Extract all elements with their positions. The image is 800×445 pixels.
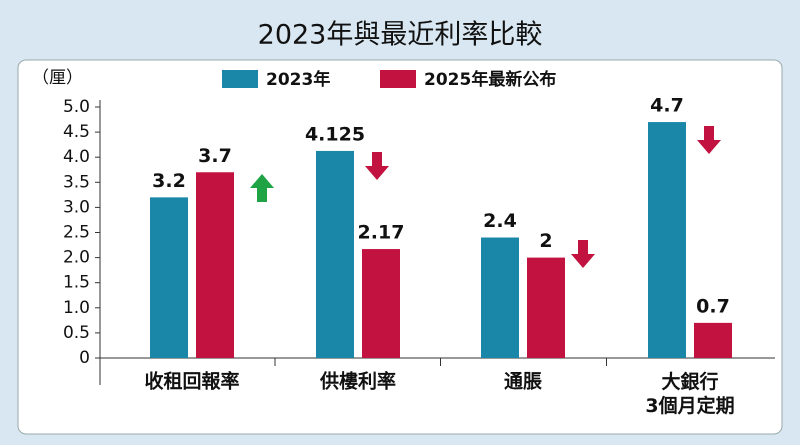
y-tick-label: 0.5 xyxy=(63,323,90,343)
bar xyxy=(694,322,732,358)
value-label: 2.17 xyxy=(358,222,405,244)
value-label: 2.4 xyxy=(483,210,517,232)
value-label: 0.7 xyxy=(696,295,730,317)
legend-label: 2025年最新公布 xyxy=(424,69,556,90)
value-label: 2 xyxy=(539,230,552,252)
bar xyxy=(150,197,188,358)
y-tick-label: 3.5 xyxy=(63,172,90,192)
y-axis-label: （厘） xyxy=(32,68,83,88)
value-label: 4.7 xyxy=(650,95,684,117)
y-tick-label: 1.5 xyxy=(63,273,90,293)
x-tick-label: 供樓利率 xyxy=(319,370,396,393)
y-tick-label: 0 xyxy=(79,348,90,368)
value-label: 4.125 xyxy=(305,123,365,145)
y-tick-label: 4.0 xyxy=(63,147,90,167)
legend-swatch xyxy=(222,70,258,88)
bar xyxy=(196,172,234,358)
value-label: 3.7 xyxy=(198,145,232,167)
y-tick-label: 4.5 xyxy=(63,122,90,142)
y-tick-label: 1.0 xyxy=(63,298,90,318)
x-tick-label: 通脹 xyxy=(504,371,542,393)
y-tick-label: 2.0 xyxy=(63,248,90,268)
bar xyxy=(481,237,519,358)
y-tick-label: 3.0 xyxy=(63,197,90,217)
bar xyxy=(362,249,400,358)
x-tick-label: 大銀行 3個月定期 xyxy=(645,370,734,417)
up-arrow xyxy=(250,174,274,202)
y-tick-label: 5.0 xyxy=(63,97,90,117)
down-arrow xyxy=(697,126,721,154)
bar xyxy=(648,122,686,358)
chart-title: 2023年與最近利率比較 xyxy=(258,20,543,51)
legend-label: 2023年 xyxy=(266,69,330,90)
down-arrow xyxy=(365,152,389,180)
legend-swatch xyxy=(380,70,416,88)
x-tick-label: 收租回報率 xyxy=(144,370,239,393)
y-tick-label: 2.5 xyxy=(63,223,90,243)
bar xyxy=(527,257,565,358)
bar xyxy=(316,150,354,358)
value-label: 3.2 xyxy=(152,170,186,192)
down-arrow xyxy=(571,240,595,268)
